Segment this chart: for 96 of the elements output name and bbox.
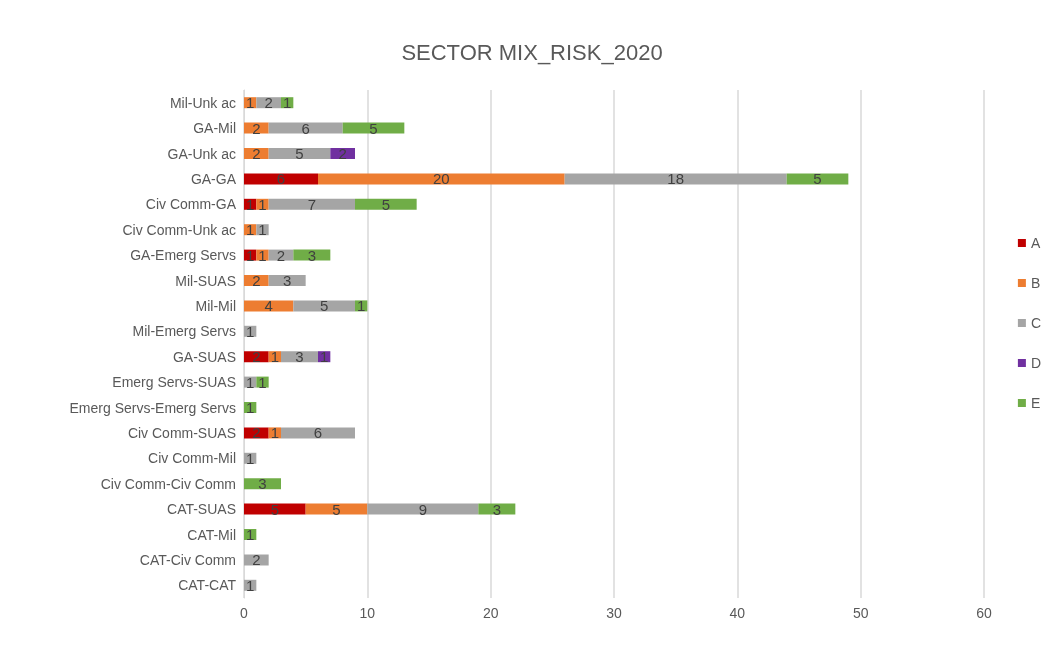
data-label: 20 — [432, 170, 450, 188]
y-tick-label: Civ Comm-SUAS — [127, 424, 236, 441]
bar — [281, 427, 355, 439]
y-tick-label: Mil-Mil — [195, 297, 236, 314]
data-label: 2 — [338, 145, 347, 162]
data-label: 1 — [245, 221, 255, 239]
y-tick-label: Civ Comm-Civ Comm — [100, 475, 236, 492]
data-label: 9 — [418, 500, 428, 518]
data-label: 3 — [307, 246, 317, 264]
data-label: 1 — [245, 449, 255, 467]
y-tick-label: Civ Comm-GA — [145, 196, 237, 213]
bar — [244, 173, 318, 185]
data-label: 1 — [258, 246, 267, 264]
data-label: 7 — [307, 195, 317, 213]
legend-label: A — [1030, 235, 1041, 251]
x-tick-label: 20 — [482, 605, 499, 621]
data-label: 6 — [313, 424, 323, 442]
data-label: 5 — [295, 145, 304, 162]
bar — [786, 173, 849, 185]
x-tick-label: 60 — [976, 605, 992, 621]
data-label: 1 — [245, 246, 255, 264]
bar — [355, 198, 417, 210]
bar — [244, 503, 306, 515]
x-tick-label: 50 — [852, 605, 869, 621]
data-label: 1 — [356, 297, 366, 315]
data-label: 2 — [252, 348, 261, 366]
bar — [305, 503, 368, 515]
chart-title: SECTOR MIX_RISK_2020 — [401, 39, 663, 65]
bar — [293, 300, 355, 312]
data-label: 1 — [282, 94, 292, 112]
data-label: 1 — [245, 399, 255, 416]
y-tick-label: GA-Mil — [193, 120, 236, 137]
data-label: 1 — [270, 348, 280, 366]
y-tick-label: GA-GA — [190, 170, 237, 187]
y-tick-label: CAT-CAT — [178, 577, 237, 594]
y-tick-label: CAT-Civ Comm — [139, 551, 236, 568]
legend-label: B — [1030, 275, 1041, 291]
data-label: 18 — [667, 170, 685, 188]
data-label: 2 — [264, 94, 273, 112]
data-label: 2 — [276, 246, 286, 264]
data-label: 1 — [258, 373, 267, 391]
data-label: 1 — [245, 373, 255, 391]
bar — [268, 122, 343, 134]
y-tick-label: Mil-SUAS — [175, 272, 236, 289]
data-label: 1 — [245, 195, 255, 213]
data-label: 5 — [813, 170, 822, 188]
data-label: 4 — [264, 297, 273, 315]
bar — [367, 503, 479, 515]
data-label: 5 — [369, 119, 378, 137]
data-label: 5 — [319, 297, 329, 315]
y-tick-label: GA-SUAS — [172, 348, 236, 365]
data-label: 1 — [258, 195, 267, 213]
legend-label: D — [1030, 355, 1042, 371]
bar — [244, 300, 294, 312]
bar — [342, 122, 405, 134]
bar — [564, 173, 787, 185]
y-tick-label: Civ Comm-Unk ac — [122, 221, 236, 238]
x-tick-label: 0 — [240, 605, 249, 621]
y-tick-label: Civ Comm-Mil — [148, 450, 236, 467]
y-tick-label: GA-Unk ac — [167, 145, 236, 162]
data-label: 1 — [245, 576, 255, 594]
data-label: 1 — [245, 322, 255, 340]
data-label: 2 — [252, 272, 261, 289]
data-label: 3 — [282, 272, 292, 289]
bar — [268, 198, 355, 210]
data-label: 2 — [252, 424, 261, 442]
data-label: 5 — [270, 500, 280, 518]
data-label: 2 — [252, 145, 261, 162]
y-tick-label: CAT-SUAS — [167, 501, 236, 518]
x-tick-label: 10 — [359, 605, 376, 621]
data-label: 1 — [258, 221, 267, 239]
bar — [318, 173, 565, 185]
y-tick-label: Mil-Unk ac — [169, 94, 236, 111]
y-tick-label: CAT-Mil — [187, 526, 236, 543]
data-label: 1 — [245, 94, 255, 112]
data-label: 3 — [492, 500, 502, 518]
data-label: 1 — [319, 348, 329, 366]
data-label: 2 — [252, 551, 261, 569]
y-tick-label: Emerg Servs-SUAS — [112, 374, 236, 391]
y-tick-label: Emerg Servs-Emerg Servs — [69, 399, 236, 416]
data-label: 3 — [258, 475, 267, 493]
y-tick-label: GA-Emerg Servs — [130, 247, 236, 264]
data-label: 6 — [276, 170, 286, 188]
data-label: 2 — [252, 119, 261, 137]
data-label: 6 — [301, 119, 310, 137]
data-label: 5 — [381, 195, 391, 213]
legend-label: E — [1030, 395, 1041, 411]
data-label: 1 — [270, 424, 280, 442]
y-tick-label: Mil-Emerg Servs — [132, 323, 236, 340]
data-label: 1 — [245, 526, 255, 543]
data-label: 3 — [295, 348, 304, 366]
x-tick-label: 30 — [606, 605, 622, 621]
legend-label: C — [1030, 315, 1042, 331]
x-tick-label: 40 — [729, 605, 746, 621]
data-label: 5 — [332, 500, 341, 518]
bar — [268, 148, 331, 159]
